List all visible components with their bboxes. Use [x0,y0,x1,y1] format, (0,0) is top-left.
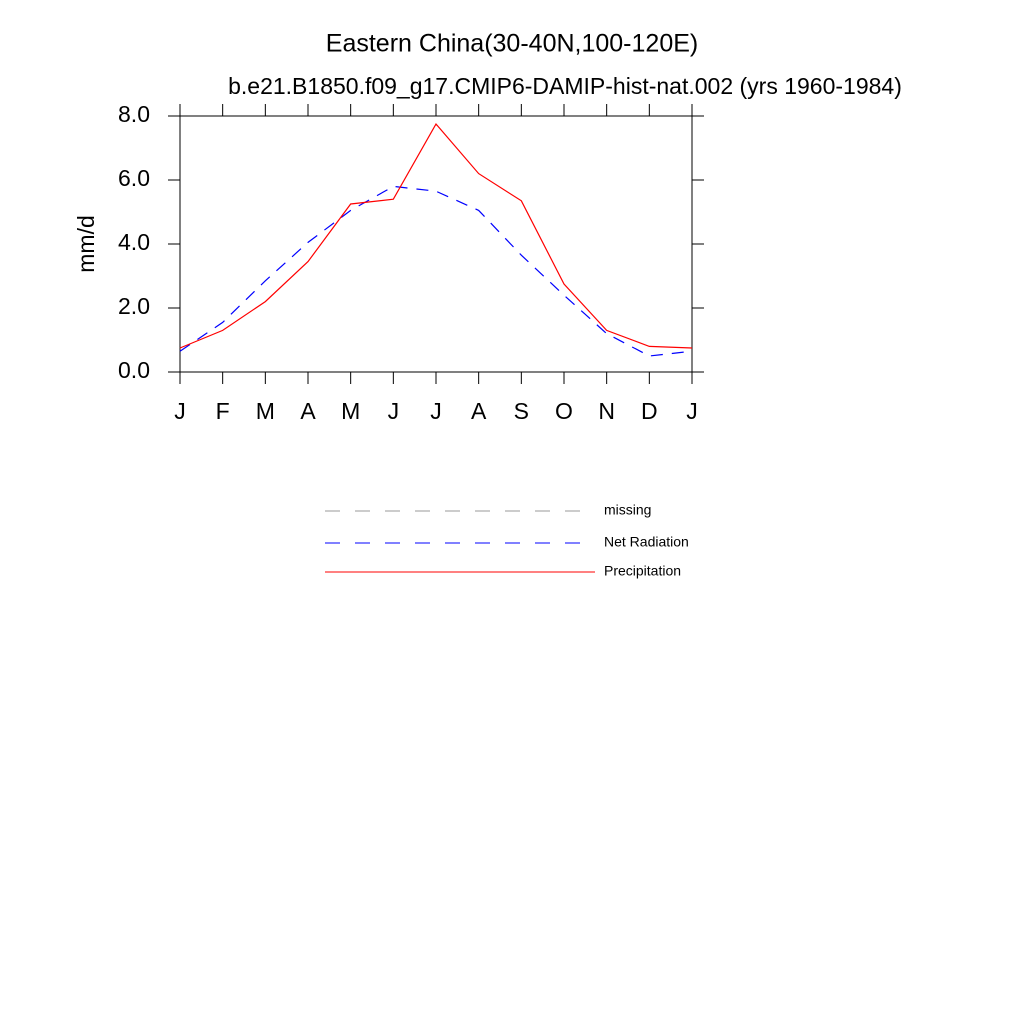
y-tick-label: 2.0 [118,293,150,319]
x-tick-label: N [598,398,615,424]
chart-title: Eastern China(30-40N,100-120E) [326,30,698,58]
x-tick-label: O [555,398,573,424]
x-tick-label: D [641,398,658,424]
y-tick-label: 0.0 [118,357,150,383]
x-tick-label: J [388,398,400,424]
y-axis-label: mm/d [73,215,99,273]
series-line [179,185,693,357]
x-tick-label: S [514,398,529,424]
y-tick-label: 4.0 [118,229,150,255]
y-tick-label: 8.0 [118,101,150,127]
legend-label: Precipitation [604,563,681,579]
x-tick-label: J [686,398,698,424]
x-tick-label: A [471,398,487,424]
y-tick-label: 6.0 [118,165,150,191]
x-tick-label: A [300,398,316,424]
x-tick-label: J [174,398,186,424]
x-tick-label: M [256,398,275,424]
x-tick-label: J [430,398,442,424]
x-tick-label: F [216,398,230,424]
series-line [179,122,693,349]
legend-label: Net Radiation [604,534,689,550]
chart-subtitle: b.e21.B1850.f09_g17.CMIP6-DAMIP-hist-nat… [228,73,902,99]
x-tick-label: M [341,398,360,424]
legend-label: missing [604,502,651,518]
